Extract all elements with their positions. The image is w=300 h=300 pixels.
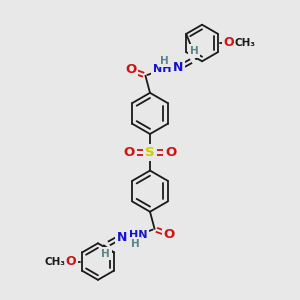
Text: S: S — [145, 146, 155, 159]
Text: O: O — [165, 146, 176, 159]
Text: N: N — [116, 231, 127, 244]
Text: CH₃: CH₃ — [234, 38, 255, 48]
Text: N: N — [173, 61, 184, 74]
Text: O: O — [224, 37, 234, 50]
Text: H: H — [160, 56, 169, 66]
Text: O: O — [124, 146, 135, 159]
Text: O: O — [125, 64, 136, 76]
Text: H: H — [101, 249, 110, 259]
Text: NH: NH — [153, 64, 171, 74]
Text: HN: HN — [129, 230, 147, 240]
Text: H: H — [190, 46, 199, 56]
Text: H: H — [131, 239, 140, 249]
Text: O: O — [66, 255, 76, 268]
Text: O: O — [164, 228, 175, 241]
Text: CH₃: CH₃ — [45, 256, 66, 267]
